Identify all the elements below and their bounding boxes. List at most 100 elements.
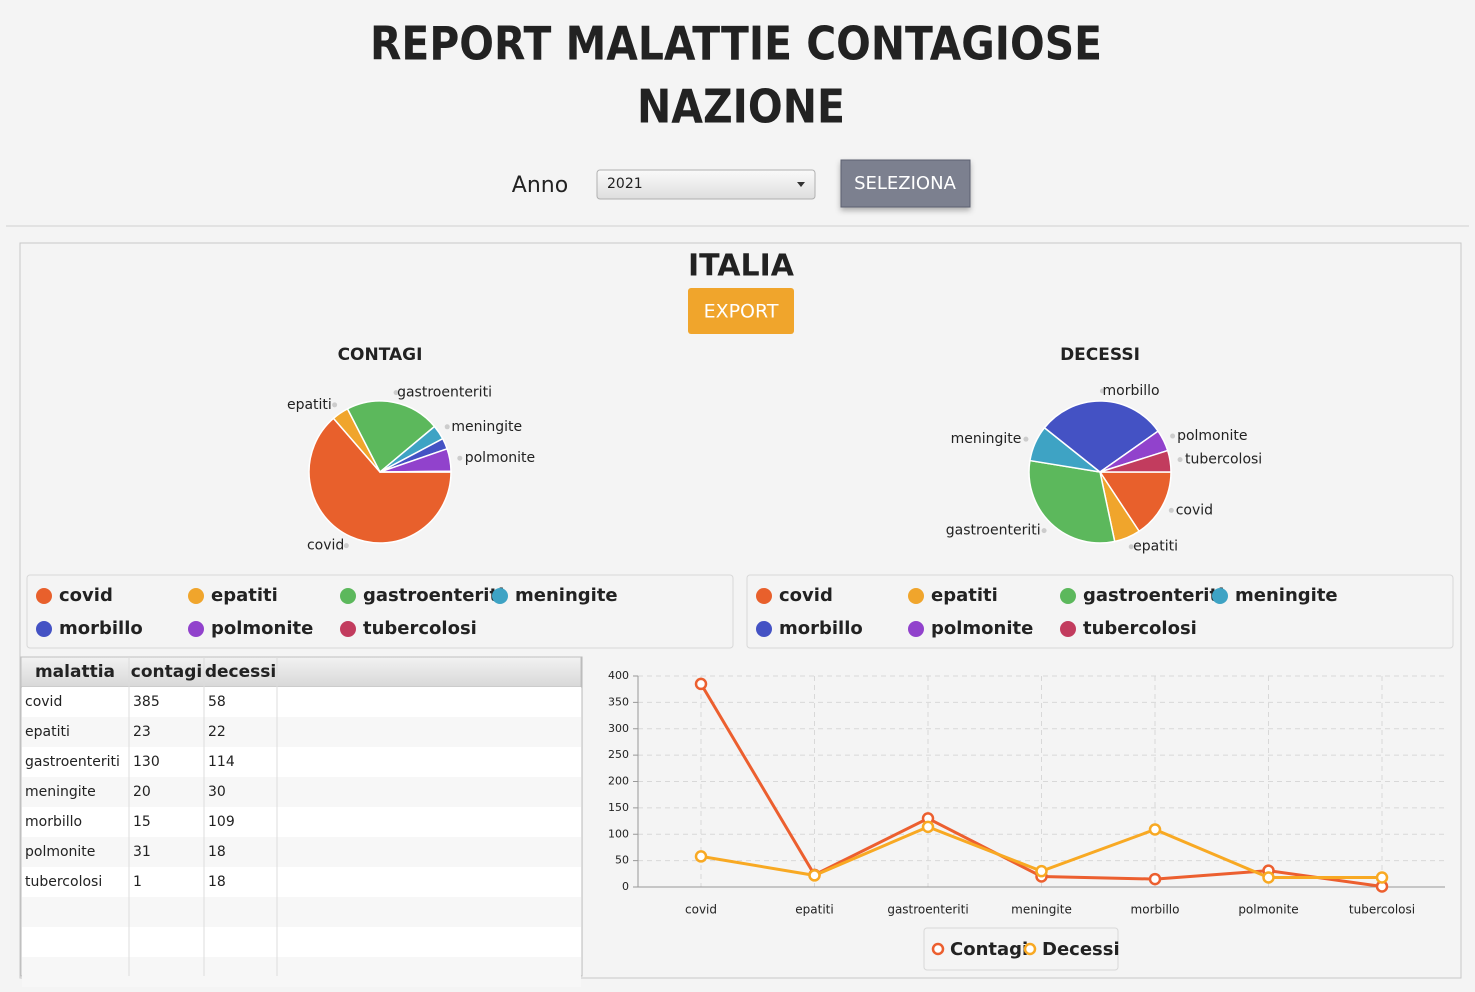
y-tick-label: 100 [608, 827, 629, 840]
table-cell: 58 [208, 694, 226, 710]
data-point [921, 820, 935, 834]
x-tick-label: epatiti [795, 903, 833, 917]
table-cell: 20 [133, 784, 151, 800]
legend-marker [1212, 588, 1228, 604]
legend-marker [1060, 588, 1076, 604]
legend-marker [908, 621, 924, 637]
slice-label: epatiti [287, 397, 332, 413]
legend-label: epatiti [931, 585, 998, 606]
table-cell: 109 [208, 814, 235, 830]
select-value[interactable]: 2021 [607, 176, 643, 192]
table-header [20, 656, 582, 688]
table-row [22, 897, 581, 927]
y-tick-label: 50 [615, 854, 629, 867]
table-row [22, 807, 581, 837]
table-cell: 31 [133, 844, 151, 860]
y-tick-label: 350 [608, 695, 629, 708]
label-dot [1170, 433, 1176, 439]
legend-label: meningite [1235, 585, 1338, 606]
table-cell: tubercolosi [25, 874, 102, 890]
label-dot [1128, 544, 1134, 550]
slice-label: gastroenteriti [397, 385, 492, 401]
legend-marker [340, 621, 356, 637]
button-label[interactable]: SELEZIONA [854, 173, 956, 194]
data-point [1375, 871, 1389, 884]
legend-marker [188, 588, 204, 604]
slice-label: polmonite [1177, 428, 1247, 444]
table-cell: epatiti [25, 724, 70, 740]
title: NAZIONE [637, 80, 845, 134]
x-tick-label: morbillo [1131, 903, 1180, 917]
label-dot [332, 402, 338, 408]
slice-label: meningite [951, 431, 1022, 447]
slice-label: meningite [451, 419, 522, 435]
legend-label: covid [59, 585, 113, 606]
data-point [1035, 864, 1048, 878]
pie-slice [379, 470, 452, 473]
label-dot [393, 390, 399, 396]
slice-label: covid [1176, 502, 1213, 518]
x-tick-label: gastroenteriti [887, 903, 968, 917]
x-tick-label: covid [685, 903, 717, 917]
table-cell: 18 [208, 844, 226, 860]
button-box[interactable] [688, 288, 794, 334]
export-button[interactable]: EXPORT [688, 288, 794, 334]
table-row [22, 837, 581, 867]
table-cell: gastroenteriti [25, 754, 120, 770]
label-dot [457, 455, 463, 461]
legend-label: tubercolosi [1083, 618, 1197, 639]
slice-label: gastroenteriti [946, 523, 1041, 539]
legend-label: covid [779, 585, 833, 606]
table-cell: covid [25, 694, 62, 710]
legend-marker [931, 942, 945, 956]
table-cell: meningite [25, 784, 96, 800]
y-tick-label: 0 [622, 880, 629, 893]
button-label[interactable]: EXPORT [704, 301, 779, 323]
pie-slice [346, 400, 436, 474]
label-dot [444, 424, 450, 430]
data-point [1148, 872, 1162, 886]
table-cell: 130 [133, 754, 160, 770]
table-cell: 385 [133, 694, 160, 710]
legend-label: morbillo [59, 618, 143, 639]
year-label: Anno [512, 173, 568, 198]
legend-label: gastroenteriti [363, 585, 504, 606]
year-select[interactable]: 2021 [596, 169, 816, 200]
label-dot [1177, 457, 1183, 463]
legend-marker [36, 621, 52, 637]
table-cell: 114 [208, 754, 235, 770]
y-tick-label: 250 [608, 748, 629, 761]
column-header: decessi [205, 662, 276, 682]
pie-slice [1043, 400, 1160, 473]
select-arrow[interactable] [797, 182, 805, 187]
column-header: contagi [131, 662, 202, 682]
table-row [22, 777, 581, 807]
select-box[interactable] [596, 169, 816, 200]
legend-label: epatiti [211, 585, 278, 606]
y-tick-label: 300 [608, 722, 629, 735]
label-dot [1168, 507, 1174, 513]
slice-label: polmonite [465, 450, 535, 466]
legend-marker [1060, 621, 1076, 637]
select-button[interactable]: SELEZIONA [840, 159, 971, 208]
label-dot [1099, 388, 1105, 394]
legend-marker [756, 588, 772, 604]
legend-label: Decessi [1042, 939, 1120, 960]
legend-label: tubercolosi [363, 618, 477, 639]
data-point [694, 677, 708, 691]
table-cell: morbillo [25, 814, 82, 830]
legend-box [923, 927, 1119, 971]
slice-label: morbillo [1103, 383, 1160, 399]
table-row [22, 717, 581, 747]
pie-slice [1028, 459, 1116, 544]
panel-title: ITALIA [688, 249, 795, 284]
data-point [808, 869, 821, 882]
legend-marker [492, 588, 508, 604]
table-cell: 22 [208, 724, 226, 740]
y-tick-label: 150 [608, 801, 629, 814]
table-cell: 23 [133, 724, 151, 740]
legend-label: meningite [515, 585, 618, 606]
button-box[interactable] [840, 159, 971, 208]
table-row [22, 957, 581, 987]
